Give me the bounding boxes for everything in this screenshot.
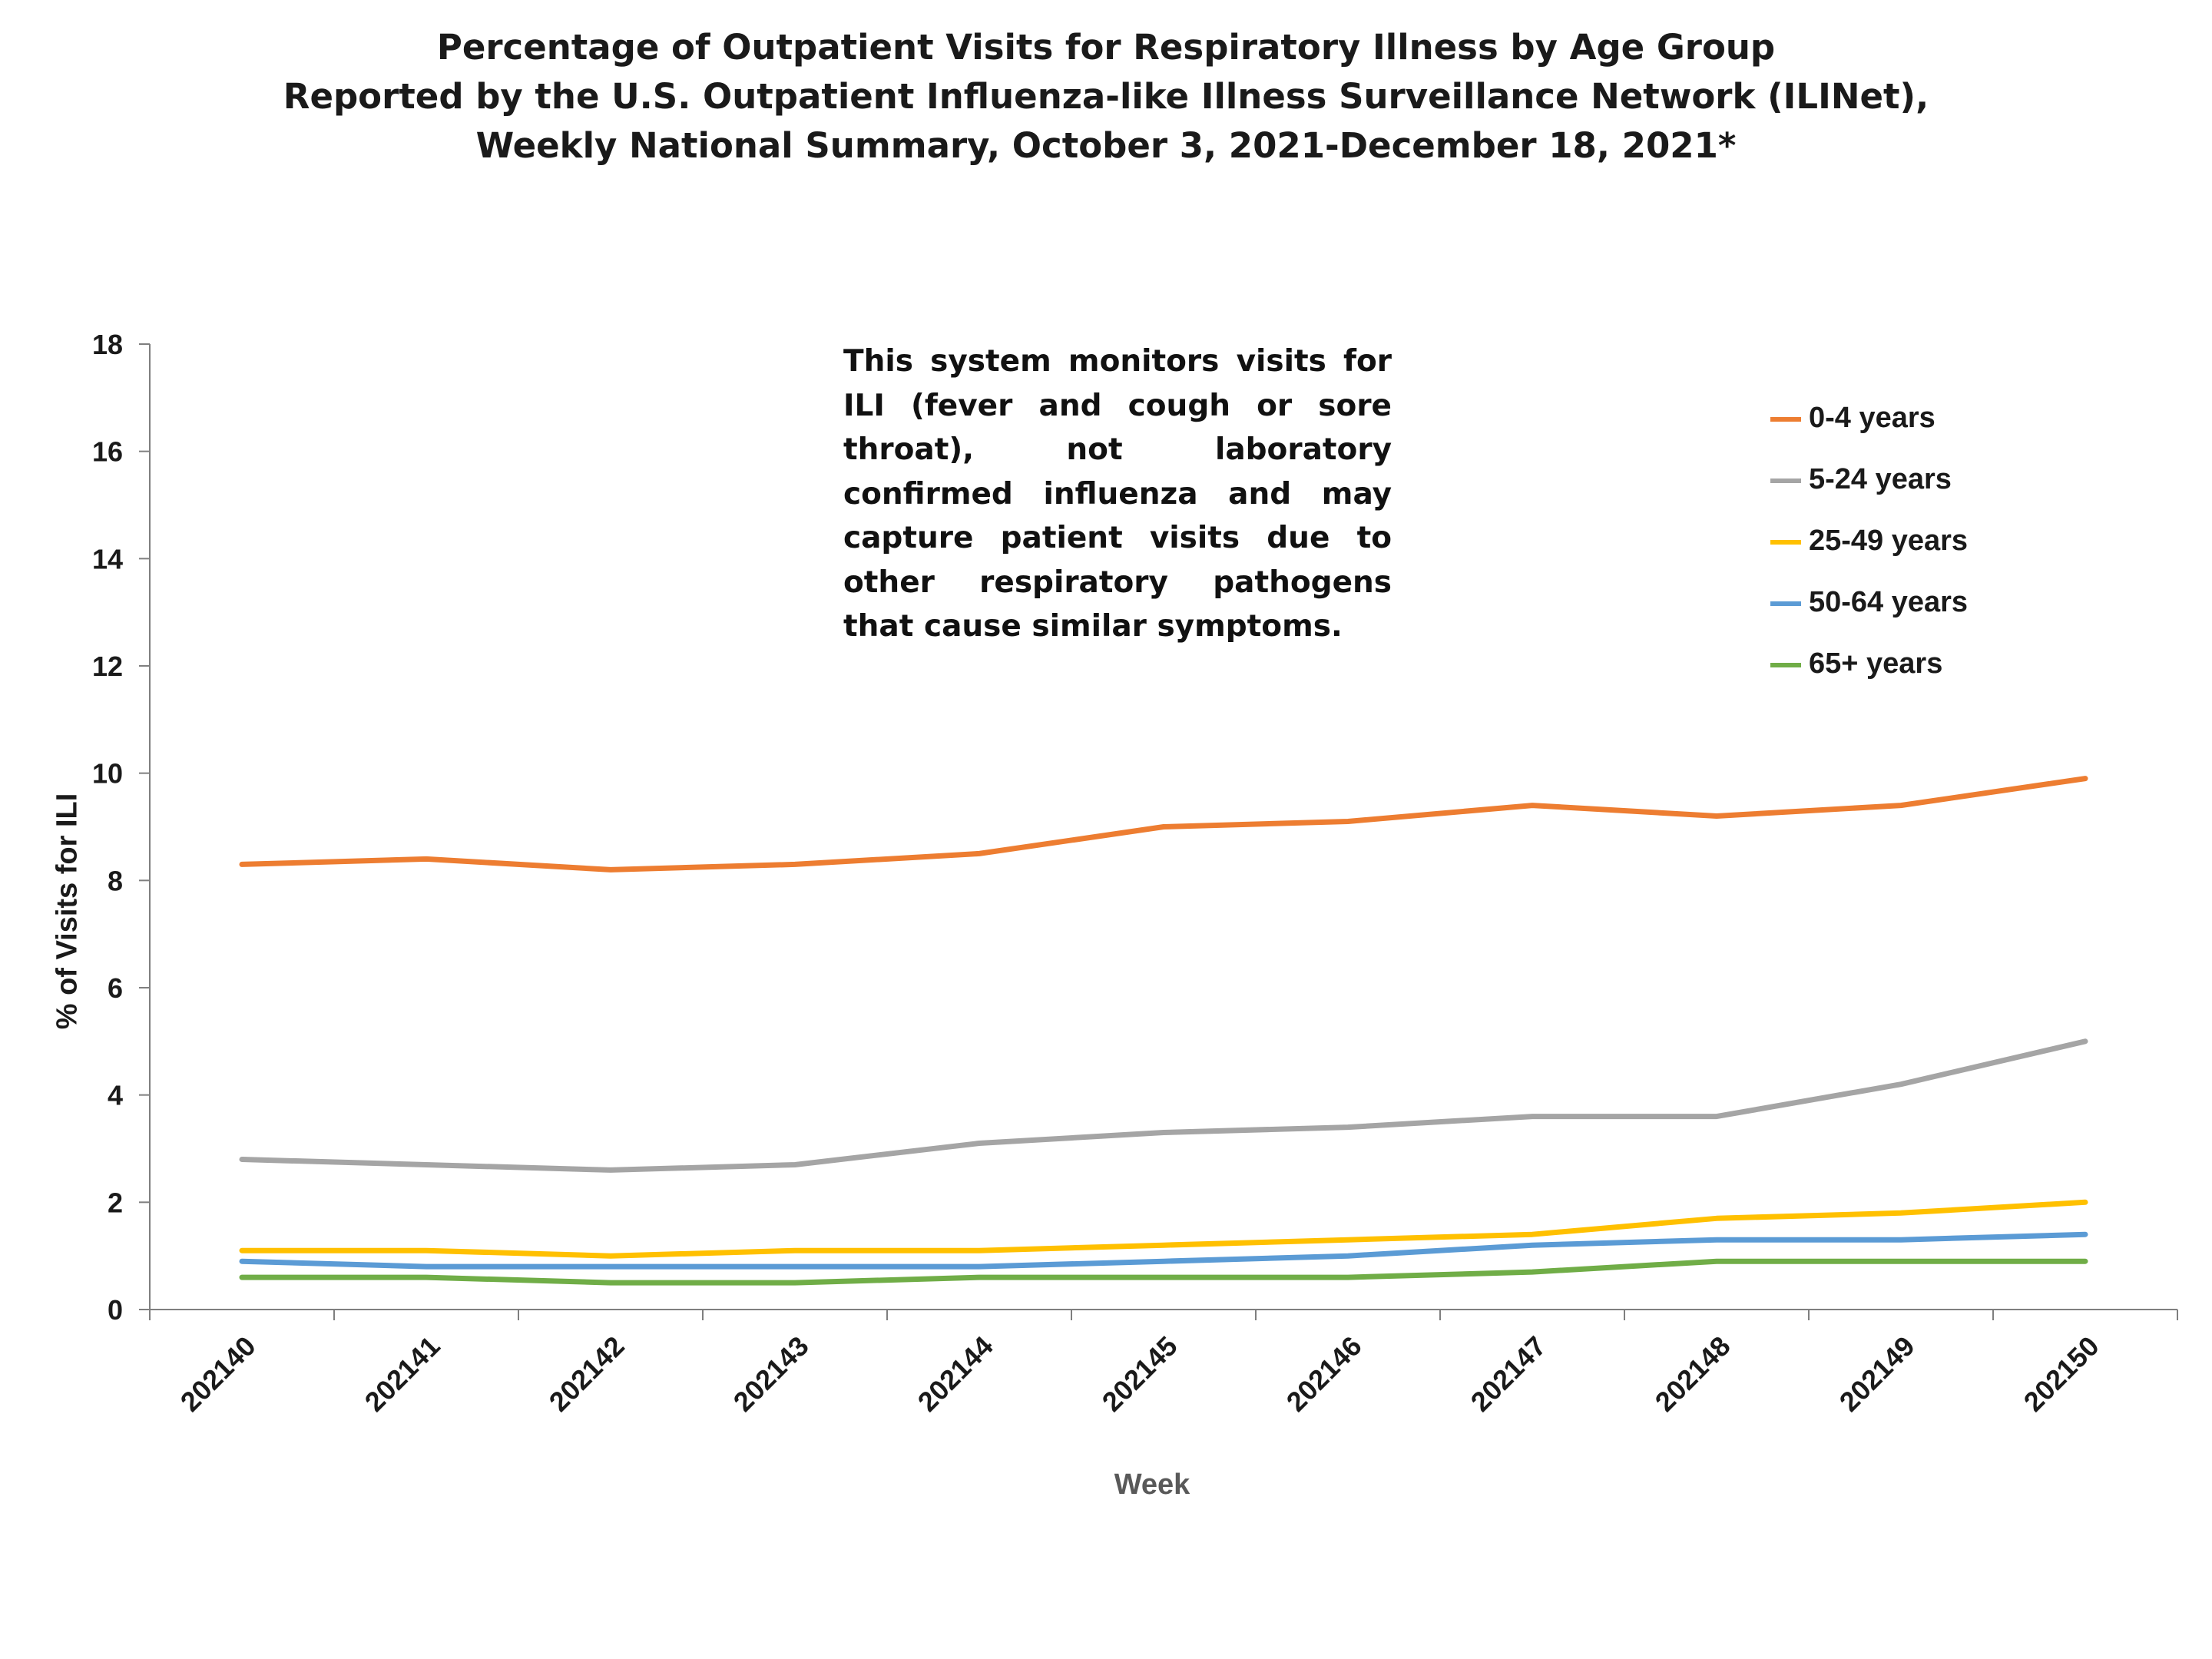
x-tick-label: 202145 [1096, 1330, 1184, 1418]
ili-disclaimer-note: This system monitors visits for ILI (fev… [843, 344, 1392, 644]
legend-swatch [1770, 478, 1801, 483]
x-tick-label: 202142 [543, 1330, 631, 1418]
x-tick-label: 202147 [1465, 1330, 1552, 1418]
x-tick-label: 202143 [727, 1330, 815, 1418]
y-tick-label: 10 [92, 758, 123, 790]
y-axis-title: % of Visits for ILI [51, 793, 84, 1030]
legend-swatch [1770, 417, 1801, 422]
y-tick-label: 12 [92, 651, 123, 682]
chart-title-line-1: Percentage of Outpatient Visits for Resp… [436, 27, 1776, 68]
y-tick-label: 2 [108, 1187, 123, 1218]
legend-label: 5-24 years [1809, 463, 1952, 495]
legend-label: 50-64 years [1809, 586, 1969, 618]
legend-swatch [1770, 663, 1801, 667]
y-tick-label: 16 [92, 436, 123, 468]
y-tick-label: 18 [92, 329, 123, 360]
chart-title-line-2: Reported by the U.S. Outpatient Influenz… [283, 76, 1929, 117]
series-line-25-49-years [239, 1199, 2088, 1259]
legend-label: 25-49 years [1809, 525, 1969, 557]
y-tick-label: 6 [108, 972, 123, 1004]
x-tick-label: 202148 [1649, 1330, 1737, 1418]
chart-series-lines [239, 776, 2088, 1286]
x-tick-label: 202140 [174, 1330, 262, 1418]
y-tick-label: 4 [108, 1080, 123, 1111]
chart-title: Percentage of Outpatient Visits for Resp… [0, 23, 2212, 171]
x-tick-label: 202144 [912, 1330, 999, 1418]
series-line-50-64-years [239, 1231, 2088, 1270]
legend-swatch [1770, 540, 1801, 545]
x-tick-label: 202146 [1280, 1330, 1368, 1418]
series-line-65-plus-years [239, 1258, 2088, 1286]
y-tick-label: 14 [92, 543, 123, 575]
x-axis-title: Week [1114, 1469, 1190, 1501]
legend-swatch [1770, 601, 1801, 606]
series-line-5-24-years [239, 1038, 2088, 1173]
chart-title-line-3: Weekly National Summary, October 3, 2021… [475, 125, 1737, 166]
x-tick-label: 202141 [359, 1330, 446, 1418]
y-tick-label: 8 [108, 865, 123, 896]
x-tick-label: 202149 [1833, 1330, 1921, 1418]
legend-label: 0-4 years [1809, 402, 1936, 434]
legend-label: 65+ years [1809, 647, 1943, 680]
series-line-0-4-years [239, 776, 2088, 873]
y-tick-label: 0 [108, 1294, 123, 1326]
x-tick-label: 202150 [2018, 1330, 2105, 1418]
